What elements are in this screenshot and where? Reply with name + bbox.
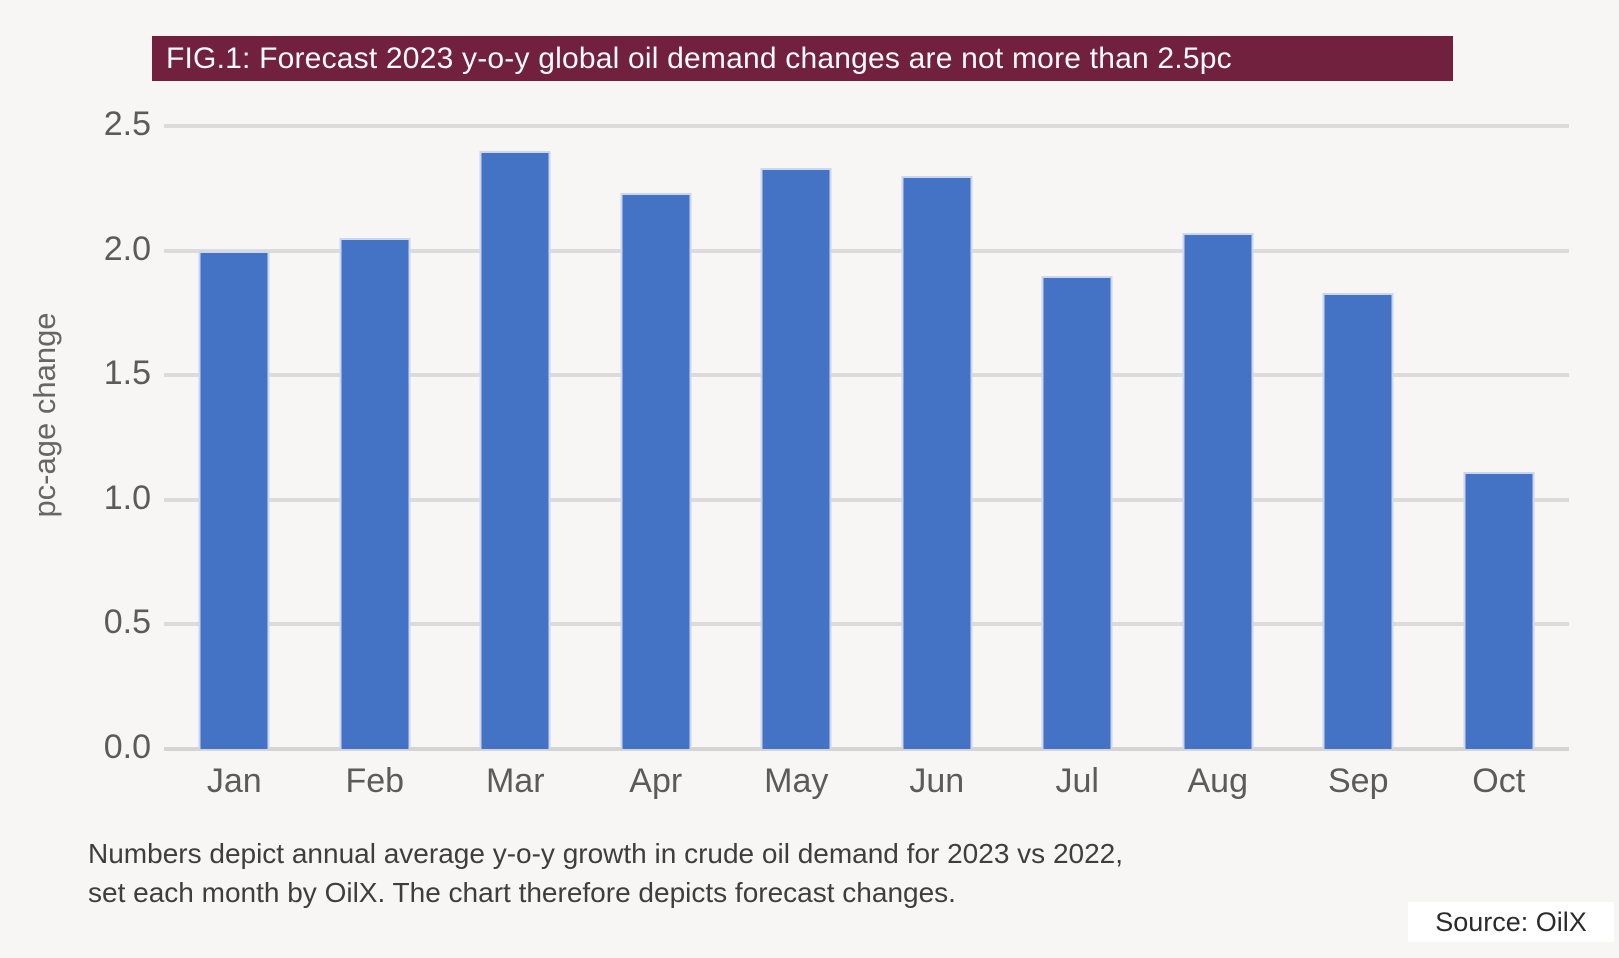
x-tick-label-jul: Jul	[1055, 762, 1099, 800]
bar-slot-aug	[1148, 126, 1289, 749]
plot-area: 0.0 0.5 1.0 1.5 2.0 2.5	[104, 105, 1569, 766]
bar-slot-jul	[1007, 126, 1148, 749]
x-tick-label-jun: Jun	[909, 762, 965, 800]
bar-jun	[901, 175, 973, 749]
bar-slot-may	[726, 126, 867, 749]
bar-apr	[620, 193, 692, 749]
bar-slot-jun	[867, 126, 1008, 749]
y-tick-label-1.0: 1.0	[103, 478, 151, 517]
x-tick-label-mar: Mar	[485, 762, 545, 800]
gridline-0.5	[164, 622, 1569, 627]
gridline-2.0	[164, 248, 1569, 253]
y-tick-label-2.0: 2.0	[103, 229, 151, 268]
x-tick-label-oct: Oct	[1472, 762, 1526, 800]
bar-slot-oct	[1429, 126, 1570, 749]
bars-layer	[164, 126, 1569, 749]
bar-slot-feb	[305, 126, 446, 749]
chart-title-banner: FIG.1: Forecast 2023 y-o-y global oil de…	[152, 36, 1453, 81]
chart-title: FIG.1: Forecast 2023 y-o-y global oil de…	[166, 41, 1232, 75]
bar-slot-apr	[586, 126, 727, 749]
y-tick-label-0.0: 0.0	[103, 728, 151, 766]
source-box: Source: OilX	[1408, 902, 1614, 942]
gridline-1.5	[164, 373, 1569, 378]
bar-slot-jan	[164, 126, 305, 749]
y-tick-label-1.5: 1.5	[103, 354, 151, 393]
bar-may	[760, 168, 832, 749]
gridline-1.0	[164, 497, 1569, 502]
x-tick-label-sep: Sep	[1328, 762, 1389, 800]
bar-slot-sep	[1288, 126, 1429, 749]
x-tick-label-feb: Feb	[345, 762, 405, 800]
x-tick-label-aug: Aug	[1187, 762, 1249, 800]
footnote-line-2: set each month by OilX. The chart theref…	[88, 877, 956, 908]
y-axis-title: pc-age change	[27, 312, 62, 518]
bar-oct	[1463, 472, 1535, 749]
x-tick-label-jan: Jan	[206, 762, 262, 800]
gridline-0.0	[164, 747, 1569, 751]
footnote-line-1: Numbers depict annual average y-o-y grow…	[88, 838, 1124, 869]
y-tick-label-2.5: 2.5	[103, 105, 151, 143]
bar-feb	[339, 238, 411, 749]
x-tick-label-apr: Apr	[629, 762, 683, 800]
bar-aug	[1182, 233, 1254, 749]
bar-jan	[198, 250, 270, 749]
y-tick-label-0.5: 0.5	[103, 603, 151, 642]
x-tick-label-may: May	[764, 762, 829, 800]
bar-slot-mar	[445, 126, 586, 749]
footnote: Numbers depict annual average y-o-y grow…	[88, 834, 1123, 912]
source-label: Source: OilX	[1435, 906, 1587, 937]
x-axis-labels: Jan Feb Mar Apr May Jun Jul Aug Sep Oct	[164, 762, 1569, 812]
bar-jul	[1041, 275, 1113, 749]
bar-sep	[1322, 292, 1394, 749]
bar-mar	[479, 150, 551, 749]
gridline-2.5	[164, 124, 1569, 128]
